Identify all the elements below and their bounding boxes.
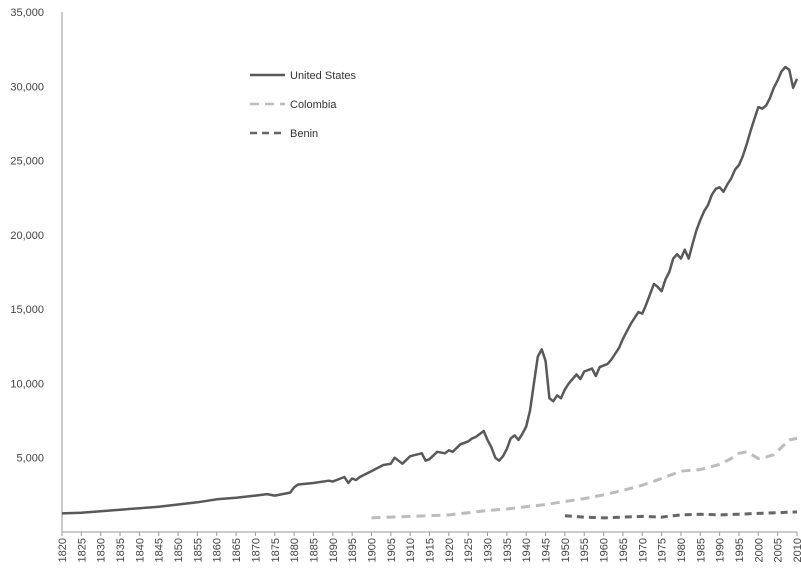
legend-item-united-states: United States	[250, 70, 357, 82]
series-line-united-states	[61, 65, 799, 515]
x-tick-label: 1820	[57, 538, 69, 562]
x-tick-label: 1940	[521, 538, 533, 562]
x-tick-label: 1850	[173, 538, 185, 562]
series-line-colombia	[371, 436, 798, 520]
x-tick-label: 1985	[695, 538, 707, 562]
x-tick-label: 1830	[96, 538, 108, 562]
x-tick-label: 1865	[231, 538, 243, 562]
x-tick-label: 1880	[289, 538, 301, 562]
x-tick-label: 2010	[792, 538, 801, 562]
x-tick-label: 1890	[328, 538, 340, 562]
y-tick-label: 15,000	[10, 304, 44, 316]
x-tick-label: 1925	[463, 538, 475, 562]
y-tick-label: 25,000	[10, 156, 44, 168]
x-tick-label: 1920	[444, 538, 456, 562]
x-tick-label: 1915	[425, 538, 437, 562]
x-tick-label: 1965	[618, 538, 630, 562]
x-tick-label: 1980	[676, 538, 688, 562]
x-tick-label: 1885	[308, 538, 320, 562]
y-tick-label: 20,000	[10, 230, 44, 242]
x-tick-label: 1895	[347, 538, 359, 562]
x-tick-label: 1995	[734, 538, 746, 562]
x-tick-label: 1975	[657, 538, 669, 562]
legend: United States Colombia Benin	[250, 70, 357, 140]
x-tick-label: 2000	[753, 538, 765, 562]
legend-label-united-states: United States	[290, 70, 357, 82]
legend-item-benin: Benin	[250, 128, 318, 140]
x-tick-label: 1855	[192, 538, 204, 562]
x-tick-label: 1905	[386, 538, 398, 562]
legend-item-colombia: Colombia	[250, 99, 337, 111]
x-tick-label: 1870	[250, 538, 262, 562]
x-tick-label: 1950	[560, 538, 572, 562]
x-tick-label: 1845	[154, 538, 166, 562]
x-tick-label: 1935	[502, 538, 514, 562]
x-tick-label: 1825	[76, 538, 88, 562]
y-tick-labels: 5,000 10,000 15,000 20,000 25,000 30,000 35,00…	[10, 7, 44, 465]
y-tick-label: 10,000	[10, 378, 44, 390]
series-line-benin	[564, 510, 798, 520]
x-tick-label: 1970	[637, 538, 649, 562]
y-tick-label: 30,000	[10, 81, 44, 93]
x-tick-label: 1875	[270, 538, 282, 562]
x-tick-label: 2005	[773, 538, 785, 562]
x-tick-label: 1990	[715, 538, 727, 562]
x-tick-label: 1955	[579, 538, 591, 562]
y-tick-label: 5,000	[16, 453, 44, 465]
x-tick-label: 1930	[483, 538, 495, 562]
x-tick-label: 1910	[405, 538, 417, 562]
series-lines	[61, 65, 799, 520]
x-tick-label: 1840	[134, 538, 146, 562]
legend-label-colombia: Colombia	[290, 99, 337, 111]
y-tick-label: 35,000	[10, 7, 44, 19]
x-tick-labels: 1820 1825 1830 1835 1840 1845 1850 1855 1860 1865…	[57, 532, 801, 562]
x-tick-label: 1860	[212, 538, 224, 562]
x-tick-label: 1960	[599, 538, 611, 562]
x-tick-label: 1945	[541, 538, 553, 562]
x-tick-label: 1835	[115, 538, 127, 562]
x-tick-label: 1900	[366, 538, 378, 562]
legend-label-benin: Benin	[290, 128, 318, 140]
